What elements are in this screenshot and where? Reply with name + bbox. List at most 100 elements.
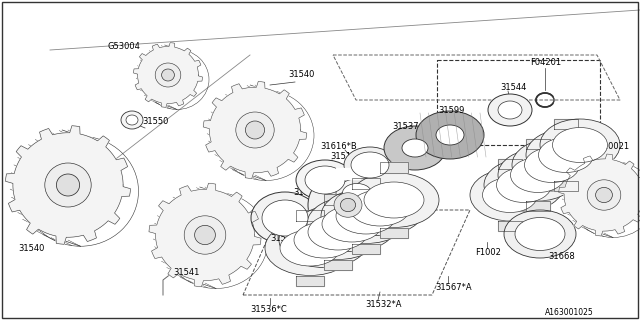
Ellipse shape	[349, 172, 439, 228]
Ellipse shape	[526, 129, 606, 181]
Ellipse shape	[307, 196, 397, 252]
Polygon shape	[324, 260, 352, 270]
Text: F10021: F10021	[598, 142, 629, 151]
Ellipse shape	[308, 214, 368, 250]
Polygon shape	[380, 228, 408, 238]
Text: 31541: 31541	[173, 268, 200, 277]
Ellipse shape	[279, 212, 369, 268]
Polygon shape	[134, 43, 202, 107]
Polygon shape	[296, 210, 324, 220]
Ellipse shape	[540, 119, 620, 171]
Ellipse shape	[538, 138, 593, 172]
Polygon shape	[526, 201, 550, 211]
Text: 31536*C: 31536*C	[250, 305, 287, 314]
Ellipse shape	[498, 149, 578, 201]
Polygon shape	[336, 168, 360, 179]
Ellipse shape	[596, 188, 612, 203]
Ellipse shape	[340, 198, 356, 212]
Polygon shape	[6, 126, 131, 244]
Polygon shape	[352, 178, 380, 188]
Ellipse shape	[334, 193, 362, 217]
Polygon shape	[204, 82, 307, 179]
Ellipse shape	[184, 216, 226, 254]
Ellipse shape	[402, 139, 428, 157]
Polygon shape	[352, 244, 380, 254]
Polygon shape	[554, 119, 578, 129]
Text: 31550: 31550	[142, 117, 168, 126]
Text: 31544: 31544	[500, 83, 526, 92]
Ellipse shape	[525, 148, 579, 182]
Text: 31567*A: 31567*A	[435, 283, 472, 292]
Ellipse shape	[515, 218, 565, 251]
Ellipse shape	[342, 183, 371, 203]
Ellipse shape	[265, 220, 355, 276]
Text: 31514: 31514	[330, 152, 356, 161]
Ellipse shape	[293, 204, 383, 260]
Text: 31668: 31668	[548, 252, 575, 261]
Text: 31540: 31540	[288, 70, 314, 79]
Text: F04201: F04201	[530, 58, 561, 67]
Ellipse shape	[126, 115, 138, 125]
Ellipse shape	[512, 139, 592, 191]
Text: 31532*B: 31532*B	[585, 220, 621, 229]
Ellipse shape	[296, 160, 354, 200]
Ellipse shape	[335, 180, 425, 236]
Polygon shape	[559, 154, 640, 236]
Text: 31532*A: 31532*A	[365, 300, 401, 309]
Ellipse shape	[280, 230, 340, 266]
Ellipse shape	[121, 111, 143, 129]
Ellipse shape	[588, 180, 621, 210]
Ellipse shape	[498, 101, 522, 119]
Polygon shape	[498, 159, 522, 169]
Ellipse shape	[308, 170, 388, 240]
Ellipse shape	[504, 210, 576, 258]
Ellipse shape	[436, 125, 464, 145]
Text: 31599: 31599	[438, 106, 465, 115]
Ellipse shape	[364, 182, 424, 218]
Text: 31540: 31540	[18, 244, 44, 253]
Ellipse shape	[322, 206, 382, 242]
Text: 31567*B: 31567*B	[590, 163, 627, 172]
Ellipse shape	[336, 198, 396, 234]
Ellipse shape	[497, 167, 552, 203]
Ellipse shape	[195, 225, 216, 244]
Polygon shape	[296, 276, 324, 286]
Text: A163001025: A163001025	[545, 308, 594, 317]
Text: 31537: 31537	[392, 122, 419, 131]
Ellipse shape	[161, 69, 174, 81]
Ellipse shape	[488, 94, 532, 126]
Polygon shape	[149, 183, 261, 287]
Ellipse shape	[155, 63, 181, 87]
Ellipse shape	[236, 112, 274, 148]
Text: 31536*A: 31536*A	[270, 234, 307, 243]
Ellipse shape	[294, 222, 354, 258]
Text: G53004: G53004	[108, 42, 141, 51]
Ellipse shape	[56, 174, 79, 196]
Ellipse shape	[350, 190, 410, 226]
Text: 31616*B: 31616*B	[320, 142, 356, 151]
Polygon shape	[380, 162, 408, 172]
Text: F1002: F1002	[475, 248, 501, 257]
Ellipse shape	[305, 166, 345, 194]
Polygon shape	[498, 221, 522, 231]
Ellipse shape	[484, 159, 564, 211]
Ellipse shape	[351, 152, 389, 178]
Ellipse shape	[251, 192, 319, 244]
Ellipse shape	[552, 127, 607, 163]
Ellipse shape	[511, 157, 566, 193]
Ellipse shape	[384, 126, 446, 170]
Text: 31616*A: 31616*A	[298, 218, 335, 227]
Ellipse shape	[245, 121, 264, 139]
Ellipse shape	[344, 147, 396, 183]
Ellipse shape	[483, 178, 538, 212]
Ellipse shape	[321, 188, 411, 244]
Polygon shape	[526, 139, 550, 149]
Ellipse shape	[470, 169, 550, 221]
Polygon shape	[336, 231, 360, 242]
Ellipse shape	[336, 179, 378, 207]
Polygon shape	[554, 181, 578, 191]
Text: 31536*B: 31536*B	[560, 160, 596, 169]
Ellipse shape	[45, 163, 92, 207]
Ellipse shape	[262, 200, 308, 236]
Text: 31546: 31546	[293, 188, 319, 197]
